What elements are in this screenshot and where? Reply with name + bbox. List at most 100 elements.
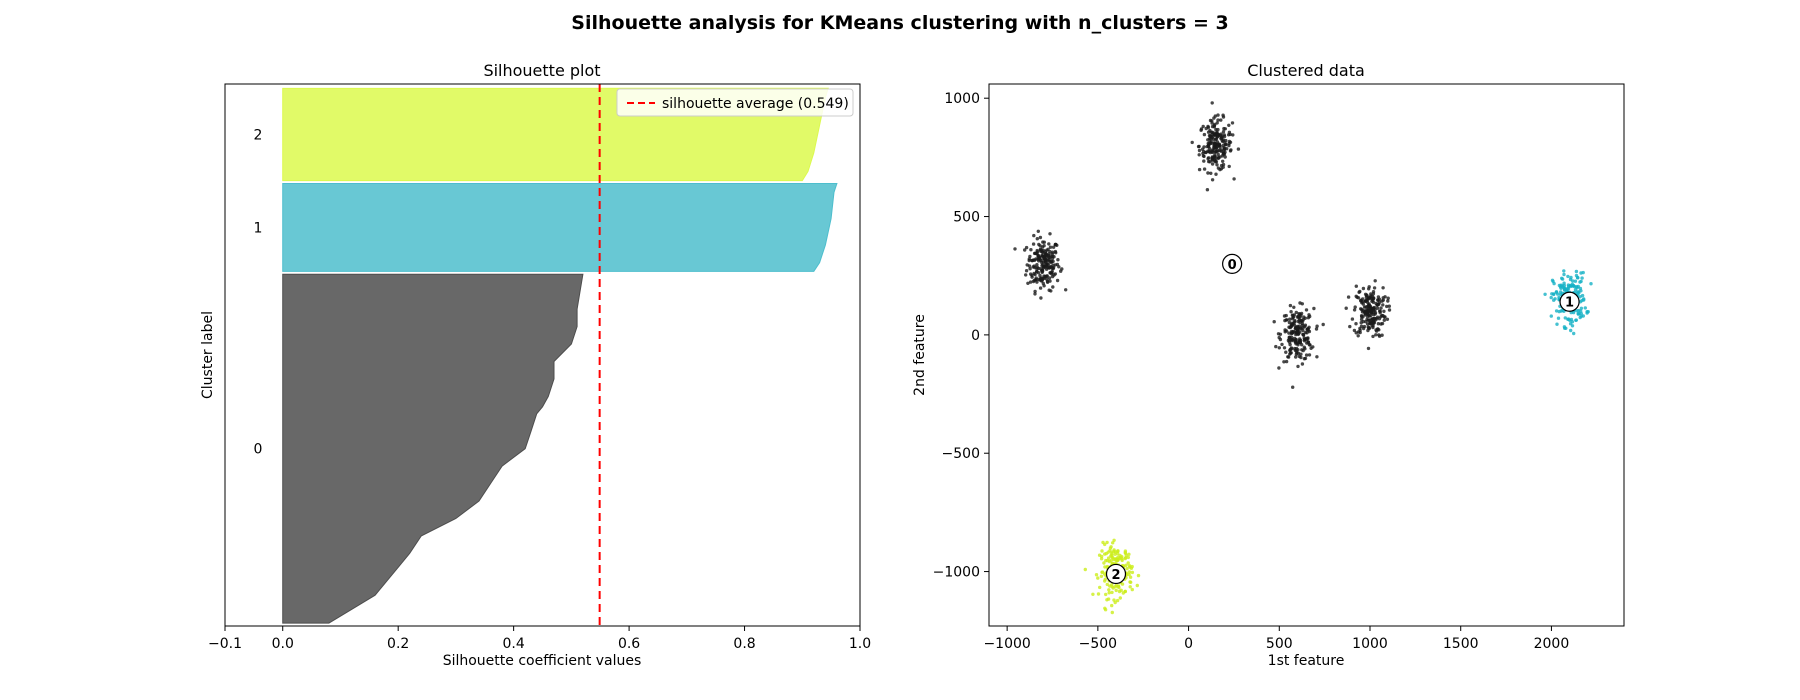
data-point-cluster-0 <box>1036 271 1041 275</box>
data-point-cluster-0 <box>1051 259 1055 264</box>
cluster-center-label-2: 2 <box>1111 568 1120 583</box>
data-point-cluster-0 <box>1372 286 1377 290</box>
data-point-cluster-0 <box>1288 325 1293 329</box>
data-point-cluster-0 <box>1354 322 1358 326</box>
data-point-cluster-0 <box>1296 351 1301 355</box>
data-point-cluster-0 <box>1290 335 1294 340</box>
scatter-points <box>1013 101 1593 615</box>
data-point-cluster-0 <box>1038 286 1043 290</box>
data-point-cluster-0 <box>1056 258 1060 262</box>
data-point-cluster-0 <box>1209 171 1213 175</box>
data-point-cluster-0 <box>1221 162 1226 167</box>
data-point-cluster-0 <box>1049 289 1053 293</box>
data-point-cluster-1 <box>1583 306 1588 310</box>
data-point-cluster-2 <box>1128 585 1132 589</box>
data-point-cluster-0 <box>1295 315 1300 319</box>
data-point-cluster-0 <box>1051 245 1056 249</box>
data-point-cluster-2 <box>1115 598 1120 603</box>
data-point-cluster-2 <box>1105 582 1110 587</box>
x-tick-label: 0.4 <box>503 636 525 652</box>
data-point-cluster-0 <box>1291 315 1295 320</box>
data-point-cluster-0 <box>1196 144 1201 149</box>
data-point-cluster-0 <box>1036 257 1040 261</box>
data-point-cluster-0 <box>1042 244 1046 248</box>
data-point-cluster-2 <box>1127 570 1132 574</box>
clustered-data-plot: Clustered data 0 1 2 −1000 −500 0 500 1000 1500… <box>912 61 1625 669</box>
data-point-cluster-2 <box>1103 577 1108 581</box>
data-point-cluster-1 <box>1552 292 1556 296</box>
data-point-cluster-2 <box>1114 588 1118 593</box>
data-point-cluster-1 <box>1576 312 1580 316</box>
data-point-cluster-0 <box>1387 308 1392 312</box>
data-point-cluster-0 <box>1348 324 1352 329</box>
data-point-cluster-0 <box>1371 290 1376 294</box>
data-point-cluster-0 <box>1206 157 1210 161</box>
data-point-cluster-2 <box>1106 550 1110 554</box>
legend: silhouette average (0.549) <box>616 88 854 117</box>
data-point-cluster-2 <box>1136 573 1141 578</box>
legend-box <box>616 88 854 117</box>
data-point-cluster-0 <box>1221 115 1226 119</box>
data-point-cluster-0 <box>1221 165 1225 169</box>
data-point-cluster-0 <box>1190 140 1194 145</box>
data-point-cluster-1 <box>1552 281 1556 286</box>
data-point-cluster-0 <box>1050 252 1055 256</box>
data-point-cluster-0 <box>1216 156 1221 161</box>
data-point-cluster-0 <box>1201 124 1205 129</box>
silhouette-y-label: Cluster label <box>200 311 216 399</box>
data-point-cluster-0 <box>1288 303 1293 308</box>
data-point-cluster-0 <box>1304 337 1309 342</box>
data-point-cluster-0 <box>1304 353 1309 357</box>
data-point-cluster-0 <box>1219 148 1223 152</box>
data-point-cluster-2 <box>1107 588 1111 592</box>
cluster-center-label-1: 1 <box>1565 296 1574 311</box>
data-point-cluster-0 <box>1359 317 1364 322</box>
data-point-cluster-0 <box>1386 296 1390 300</box>
data-point-cluster-0 <box>1377 300 1382 304</box>
data-point-cluster-0 <box>1304 308 1309 312</box>
data-point-cluster-0 <box>1202 167 1207 171</box>
data-point-cluster-0 <box>1369 321 1374 325</box>
data-point-cluster-0 <box>1036 254 1041 258</box>
data-point-cluster-0 <box>1215 121 1219 125</box>
legend-label: silhouette average (0.549) <box>662 96 849 112</box>
data-point-cluster-0 <box>1352 308 1357 312</box>
data-point-cluster-0 <box>1361 315 1365 319</box>
data-point-cluster-1 <box>1562 325 1567 329</box>
data-point-cluster-1 <box>1581 314 1586 318</box>
data-point-cluster-0 <box>1038 273 1042 278</box>
data-point-cluster-2 <box>1096 592 1101 596</box>
data-point-cluster-1 <box>1549 295 1553 300</box>
data-point-cluster-0 <box>1206 124 1210 129</box>
data-point-cluster-0 <box>1288 348 1292 353</box>
data-point-cluster-2 <box>1135 583 1140 588</box>
data-point-cluster-2 <box>1102 561 1106 565</box>
data-point-cluster-0 <box>1364 298 1368 303</box>
data-point-cluster-0 <box>1028 267 1032 271</box>
data-point-cluster-0 <box>1277 366 1281 370</box>
data-point-cluster-0 <box>1374 333 1378 337</box>
data-point-cluster-0 <box>1024 245 1029 250</box>
data-point-cluster-0 <box>1292 336 1297 341</box>
data-point-cluster-0 <box>1027 257 1032 261</box>
scatter-y-label: 2nd feature <box>912 314 928 396</box>
data-point-cluster-0 <box>1356 296 1361 300</box>
data-point-cluster-0 <box>1197 153 1201 157</box>
data-point-cluster-0 <box>1315 324 1319 328</box>
data-point-cluster-0 <box>1376 295 1381 299</box>
data-point-cluster-0 <box>1299 355 1303 360</box>
silhouette-plot: Silhouette plot 0 1 2 −0.1 0.0 0.2 0.4 0.6 0.8 1… <box>200 61 871 669</box>
data-point-cluster-0 <box>1383 315 1387 319</box>
data-point-cluster-0 <box>1052 273 1056 277</box>
data-point-cluster-0 <box>1227 164 1231 169</box>
data-point-cluster-0 <box>1045 262 1049 267</box>
data-point-cluster-0 <box>1208 140 1212 144</box>
cluster-label-1: 1 <box>254 220 263 236</box>
x-tick-label: −1000 <box>983 636 1030 652</box>
data-point-cluster-0 <box>1028 280 1033 284</box>
data-point-cluster-0 <box>1368 308 1373 312</box>
data-point-cluster-0 <box>1046 247 1050 251</box>
data-point-cluster-0 <box>1231 133 1235 137</box>
x-tick-label: 0.2 <box>387 636 409 652</box>
data-point-cluster-2 <box>1125 566 1129 571</box>
